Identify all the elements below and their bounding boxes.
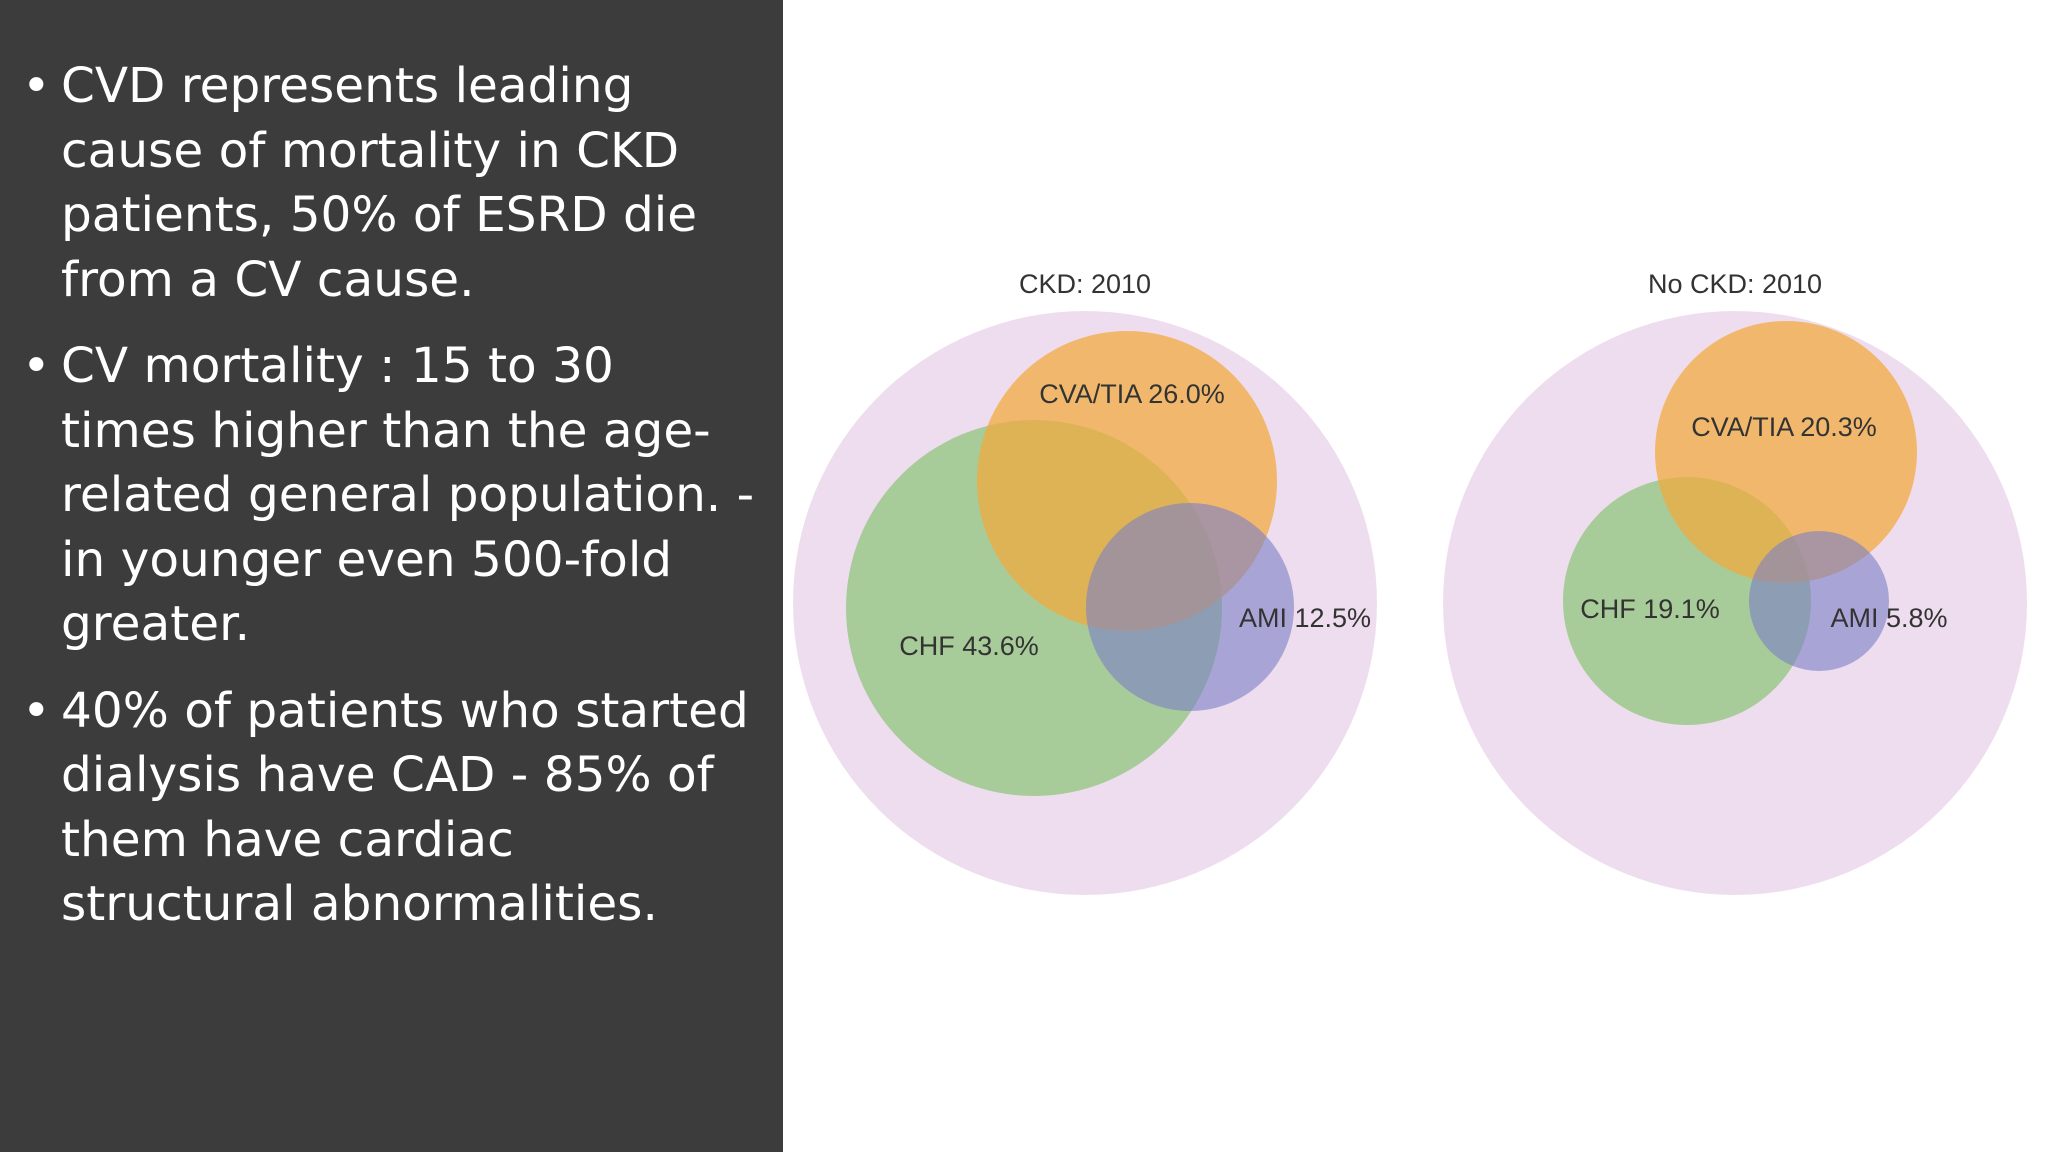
bullet-text: 40% of patients who started dialysis hav… — [61, 682, 749, 933]
cva-circle — [1655, 321, 1917, 583]
ami-label: AMI 12.5% — [1239, 603, 1371, 633]
diagram-title: CKD: 2010 — [1019, 269, 1151, 299]
ami-circle — [1086, 503, 1294, 711]
bullet-list: • CVD represents leading cause of mortal… — [22, 54, 763, 937]
ami-label: AMI 5.8% — [1830, 603, 1947, 633]
chf-label: CHF 19.1% — [1580, 594, 1720, 624]
bullet-item: • 40% of patients who started dialysis h… — [22, 679, 763, 937]
cva-label: CVA/TIA 26.0% — [1039, 379, 1225, 409]
bullet-item: • CVD represents leading cause of mortal… — [22, 54, 763, 312]
cva-label: CVA/TIA 20.3% — [1691, 412, 1877, 442]
venn-ckd: CKD: 2010 CVA/TIA 26.0% CHF 43.6% AMI 12… — [793, 269, 1377, 895]
bullet-text: CV mortality : 15 to 30 times higher tha… — [61, 338, 755, 652]
venn-no-ckd: No CKD: 2010 CVA/TIA 20.3% CHF 19.1% AMI… — [1443, 269, 2027, 895]
bullet-item: • CV mortality : 15 to 30 times higher t… — [22, 334, 763, 657]
venn-diagrams: CKD: 2010 CVA/TIA 26.0% CHF 43.6% AMI 12… — [783, 0, 2048, 1152]
bullet-marker: • — [22, 58, 51, 114]
venn-svg: CKD: 2010 CVA/TIA 26.0% CHF 43.6% AMI 12… — [793, 269, 2027, 895]
ami-circle — [1749, 531, 1889, 671]
bullet-text: CVD represents leading cause of mortalit… — [61, 58, 698, 308]
text-panel: • CVD represents leading cause of mortal… — [0, 0, 783, 1152]
chf-label: CHF 43.6% — [899, 631, 1039, 661]
bullet-marker: • — [22, 338, 51, 394]
diagram-title: No CKD: 2010 — [1648, 269, 1822, 299]
bullet-marker: • — [22, 682, 51, 739]
